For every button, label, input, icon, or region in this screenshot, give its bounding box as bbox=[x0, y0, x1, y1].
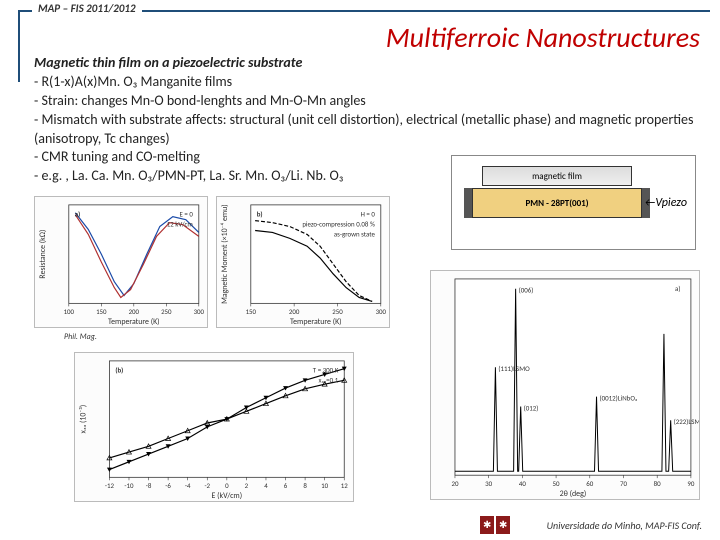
svg-text:250: 250 bbox=[161, 307, 172, 316]
svg-text:6: 6 bbox=[284, 481, 288, 490]
svg-text:10: 10 bbox=[321, 481, 328, 490]
svg-text:Magnetic Moment (×10⁻⁴ emu): Magnetic Moment (×10⁻⁴ emu) bbox=[220, 204, 230, 304]
svg-text:2: 2 bbox=[245, 481, 249, 490]
svg-text:80: 80 bbox=[654, 479, 662, 488]
svg-text:-12: -12 bbox=[105, 481, 115, 490]
svg-text:Temperature (K): Temperature (K) bbox=[108, 317, 160, 327]
content-subtitle: Magnetic thin film on a piezoelectric su… bbox=[34, 54, 302, 71]
svg-text:4: 4 bbox=[264, 481, 268, 490]
svg-text:300: 300 bbox=[194, 307, 205, 316]
svg-text:piezo-compression 0.08 %: piezo-compression 0.08 % bbox=[302, 220, 375, 229]
svg-text:x₃₃ (10⁻³): x₃₃ (10⁻³) bbox=[79, 405, 89, 434]
svg-text:(222)LSMO: (222)LSMO bbox=[674, 417, 699, 426]
svg-text:0: 0 bbox=[225, 481, 229, 490]
svg-text:-4: -4 bbox=[185, 481, 191, 490]
bullet-1: - Strain: changes Mn-O bond-lenghts and … bbox=[34, 92, 700, 111]
chart-xrd-pattern: 20 30 40 50 60 70 80 90 2θ (deg) (111)LSMO (006) (0… bbox=[430, 270, 700, 500]
svg-text:(012): (012) bbox=[524, 403, 539, 412]
device-film-label: magnetic film bbox=[482, 166, 632, 186]
header-label: MAP – FIS 2011/2012 bbox=[32, 2, 142, 15]
citation-text: Phil. Mag. bbox=[64, 332, 97, 342]
svg-text:Temperature (K): Temperature (K) bbox=[290, 317, 342, 327]
device-electrode-left bbox=[464, 188, 472, 218]
slide-title: Multiferroic Nanostructures bbox=[386, 20, 700, 55]
svg-text:2θ (deg): 2θ (deg) bbox=[560, 489, 587, 499]
footer-text: Universidade do Minho, MAP-FIS Conf. bbox=[547, 519, 702, 532]
svg-text:(b): (b) bbox=[115, 366, 123, 375]
svg-text:-10: -10 bbox=[124, 481, 134, 490]
svg-text:90: 90 bbox=[687, 479, 695, 488]
svg-text:-2: -2 bbox=[204, 481, 210, 490]
svg-text:as-grown state: as-grown state bbox=[334, 229, 376, 238]
svg-text:40: 40 bbox=[519, 479, 527, 488]
footer-logo-icon bbox=[480, 516, 510, 534]
svg-text:250: 250 bbox=[332, 307, 343, 316]
svg-text:60: 60 bbox=[586, 479, 594, 488]
device-substrate-label: PMN - 28PT(001) bbox=[472, 188, 642, 218]
svg-text:Resistance (kΩ): Resistance (kΩ) bbox=[38, 230, 48, 279]
svg-text:a): a) bbox=[75, 210, 81, 219]
svg-text:(111)LSMO: (111)LSMO bbox=[498, 364, 530, 373]
svg-text:-6: -6 bbox=[165, 481, 171, 490]
bullet-2: - Mismatch with substrate affects: struc… bbox=[34, 111, 700, 149]
svg-text:30: 30 bbox=[485, 479, 493, 488]
svg-text:300: 300 bbox=[376, 307, 387, 316]
chart-moment-vs-temperature: 150 200 250 300 Temperature (K) Magnetic Mome… bbox=[216, 196, 390, 328]
svg-text:12: 12 bbox=[341, 481, 348, 490]
svg-text:x₃₃=0.1: x₃₃=0.1 bbox=[319, 376, 339, 385]
chart-strain-vs-field: -12 -10 -8 -6 -4 -2 0 2 4 6 8 10 12 E (kV/cm) x₃₃ (10⁻… bbox=[74, 352, 354, 502]
bullet-0: - R(1-x)A(x)Mn. O₃ Manganite films bbox=[34, 73, 700, 92]
svg-text:8: 8 bbox=[303, 481, 307, 490]
svg-text:12 kV/cm: 12 kV/cm bbox=[167, 220, 194, 229]
svg-text:150: 150 bbox=[96, 307, 107, 316]
svg-text:b): b) bbox=[257, 210, 263, 219]
svg-text:(0012)LiNbO₃: (0012)LiNbO₃ bbox=[599, 394, 637, 403]
svg-text:100: 100 bbox=[64, 307, 75, 316]
svg-text:a): a) bbox=[675, 284, 680, 293]
svg-text:200: 200 bbox=[289, 307, 300, 316]
svg-text:(006): (006) bbox=[519, 286, 534, 295]
chart-resistance-vs-temperature: 100 150 200 250 300 Temperature (K) Resistance… bbox=[34, 196, 208, 328]
svg-text:E = 0: E = 0 bbox=[180, 210, 194, 219]
device-schematic: magnetic film PMN - 28PT(001) ←Vpiezo bbox=[451, 155, 696, 250]
svg-text:150: 150 bbox=[246, 307, 257, 316]
svg-text:50: 50 bbox=[553, 479, 561, 488]
svg-text:H = 0: H = 0 bbox=[361, 210, 376, 219]
svg-text:-8: -8 bbox=[146, 481, 152, 490]
svg-text:200: 200 bbox=[129, 307, 140, 316]
svg-text:70: 70 bbox=[620, 479, 628, 488]
svg-text:T = 300 K: T = 300 K bbox=[313, 366, 339, 375]
svg-text:E (kV/cm): E (kV/cm) bbox=[212, 491, 243, 501]
svg-text:20: 20 bbox=[451, 479, 459, 488]
device-voltage-label: ←Vpiezo bbox=[644, 196, 687, 210]
